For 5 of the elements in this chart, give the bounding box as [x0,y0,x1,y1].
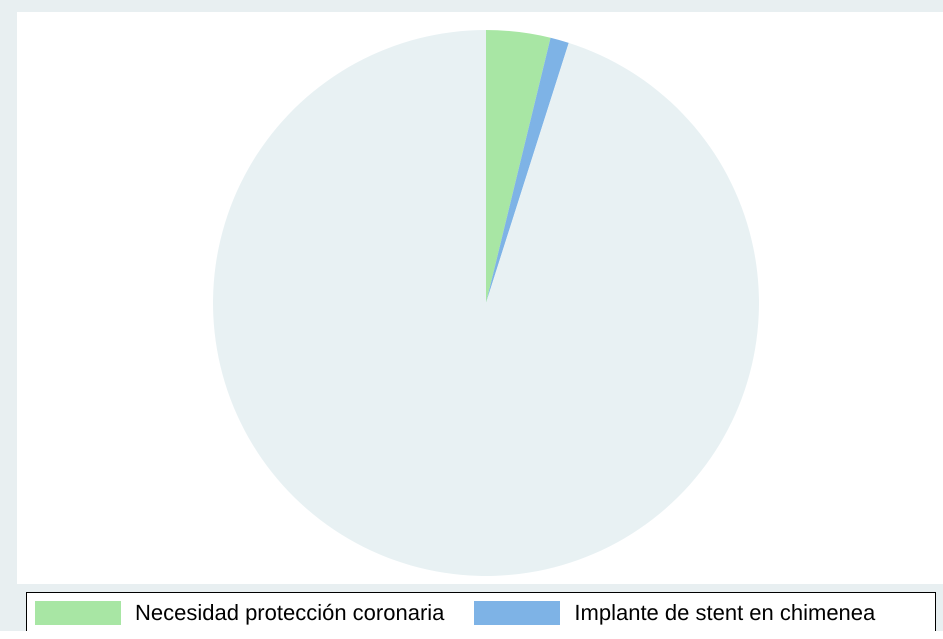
legend-label: Necesidad protección coronaria [135,600,444,626]
pie-slice [213,30,759,576]
pie-slice [486,38,569,303]
legend-label: Implante de stent en chimenea [574,600,876,626]
pie-slice [486,30,551,303]
